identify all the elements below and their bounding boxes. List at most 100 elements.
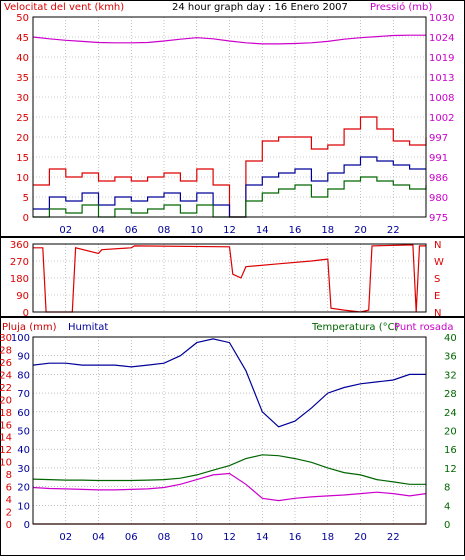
wind-ytick-label: 10: [16, 173, 29, 184]
rain-ytick-label: 16: [0, 420, 12, 431]
humidity-ytick-label: 100: [11, 333, 30, 344]
dewpoint-axis-label: Punt rosada: [394, 322, 453, 333]
wind-xtick-label: 14: [256, 225, 269, 236]
humidity-ytick-label: 70: [17, 389, 30, 400]
pressure-ytick-label: 1024: [429, 33, 454, 44]
compass-label: N: [434, 240, 441, 251]
direction-line: [33, 244, 426, 313]
dewpoint-line: [32, 472, 427, 502]
temperature-ytick-label: 32: [444, 370, 457, 381]
wind-ytick-label: 40: [16, 53, 29, 64]
temperature-ytick-label: 24: [444, 408, 457, 419]
temperature-ytick-label: 36: [444, 352, 457, 363]
thermo-xtick-label: 12: [223, 532, 236, 543]
thermo-xtick-label: 18: [321, 532, 334, 543]
direction-plot-frame: [32, 243, 427, 313]
humidity-ytick-label: 80: [17, 370, 30, 381]
humidity-ytick-label: 50: [17, 427, 30, 438]
temperature-ytick-label: 4: [444, 501, 450, 512]
temperature-line: [32, 454, 426, 485]
wind-xtick-label: 04: [92, 225, 105, 236]
compass-label: W: [434, 257, 444, 268]
pressure-axis-label: Pressió (mb): [370, 1, 432, 13]
thermo-xtick-label: 02: [59, 532, 72, 543]
wind-axis-label: Velocitat del vent (kmh): [4, 2, 124, 13]
rain-ytick-label: 6: [6, 483, 12, 494]
wind-ytick-label: 5: [23, 193, 29, 204]
direction-ytick-label: 180: [10, 274, 29, 285]
rain-ytick-label: 14: [0, 433, 12, 444]
rain-ytick-label: 0: [6, 520, 12, 531]
rain-ytick-label: 28: [0, 345, 12, 356]
wind-xtick-label: 20: [354, 225, 367, 236]
compass-label: N: [434, 308, 441, 319]
pressure-line: [32, 34, 426, 45]
temperature-ytick-label: 20: [444, 427, 457, 438]
rain-ytick-label: 26: [0, 358, 12, 369]
thermo-plot-frame: [32, 336, 427, 525]
thermo-xtick-label: 22: [387, 532, 400, 543]
humidity-ytick-label: 60: [17, 408, 30, 419]
pressure-ytick-label: 1008: [429, 93, 454, 104]
rain-ytick-label: 18: [0, 408, 12, 419]
thermo-xtick-label: 04: [92, 532, 105, 543]
rain-ytick-label: 2: [6, 508, 12, 519]
temperature-ytick-label: 8: [444, 483, 450, 494]
temp-humidity-plot: 0246810121416182022242628300102030405060…: [0, 333, 457, 543]
pressure-ytick-label: 997: [429, 133, 448, 144]
pressure-ytick-label: 980: [429, 193, 448, 204]
temperature-ytick-label: 28: [444, 389, 457, 400]
thermo-xtick-label: 08: [158, 532, 171, 543]
wind-xtick-label: 02: [59, 225, 72, 236]
pressure-ytick-label: 1002: [429, 113, 454, 124]
wind-plot-frame: [32, 16, 427, 218]
compass-label: E: [434, 291, 440, 302]
wind-avg-line: [33, 156, 426, 218]
pressure-ytick-label: 1030: [429, 13, 454, 24]
humidity-ytick-label: 0: [24, 520, 30, 531]
pressure-ytick-label: 991: [429, 153, 448, 164]
wind-ytick-label: 35: [16, 73, 29, 84]
wind-gust-line: [33, 116, 427, 218]
humidity-axis-label: Humitat: [68, 322, 108, 333]
pressure-ytick-label: 986: [429, 173, 448, 184]
temperature-ytick-label: 0: [444, 520, 450, 531]
humidity-ytick-label: 20: [17, 483, 30, 494]
rain-ytick-label: 12: [0, 445, 12, 456]
rain-ytick-label: 8: [6, 470, 12, 481]
wind-ytick-label: 0: [23, 213, 29, 224]
temperature-axis-label: Temperatura (°C): [311, 322, 399, 333]
wind-ytick-label: 45: [16, 33, 29, 44]
rain-ytick-label: 4: [6, 495, 12, 506]
humidity-ytick-label: 40: [17, 445, 30, 456]
pressure-ytick-label: 1019: [429, 53, 454, 64]
wind-xtick-label: 22: [387, 225, 400, 236]
humidity-ytick-label: 10: [17, 501, 30, 512]
humidity-line: [32, 338, 426, 428]
direction-ytick-label: 270: [10, 257, 29, 268]
direction-ytick-label: 360: [10, 240, 29, 251]
rain-ytick-label: 20: [0, 395, 12, 406]
wind-xtick-label: 16: [289, 225, 302, 236]
thermo-xtick-label: 06: [125, 532, 138, 543]
panel-direction-frame: [0, 237, 465, 317]
rain-ytick-label: 10: [0, 458, 12, 469]
wind-pressure-plot: 0510152025303540455097598098699199710021…: [16, 13, 454, 236]
thermo-xtick-label: 14: [256, 532, 269, 543]
direction-ytick-label: 0: [23, 308, 29, 319]
thermo-xtick-label: 20: [354, 532, 367, 543]
wind-xtick-label: 12: [223, 225, 236, 236]
thermo-xtick-label: 10: [190, 532, 203, 543]
temperature-ytick-label: 40: [444, 333, 457, 344]
panel-thermo-frame: [0, 317, 465, 556]
direction-ytick-label: 90: [16, 291, 29, 302]
humidity-ytick-label: 90: [17, 352, 30, 363]
wind-ytick-label: 50: [16, 13, 29, 24]
temperature-ytick-label: 16: [444, 445, 457, 456]
wind-xtick-label: 10: [190, 225, 203, 236]
wind-ytick-label: 20: [16, 133, 29, 144]
wind-ytick-label: 25: [16, 113, 29, 124]
